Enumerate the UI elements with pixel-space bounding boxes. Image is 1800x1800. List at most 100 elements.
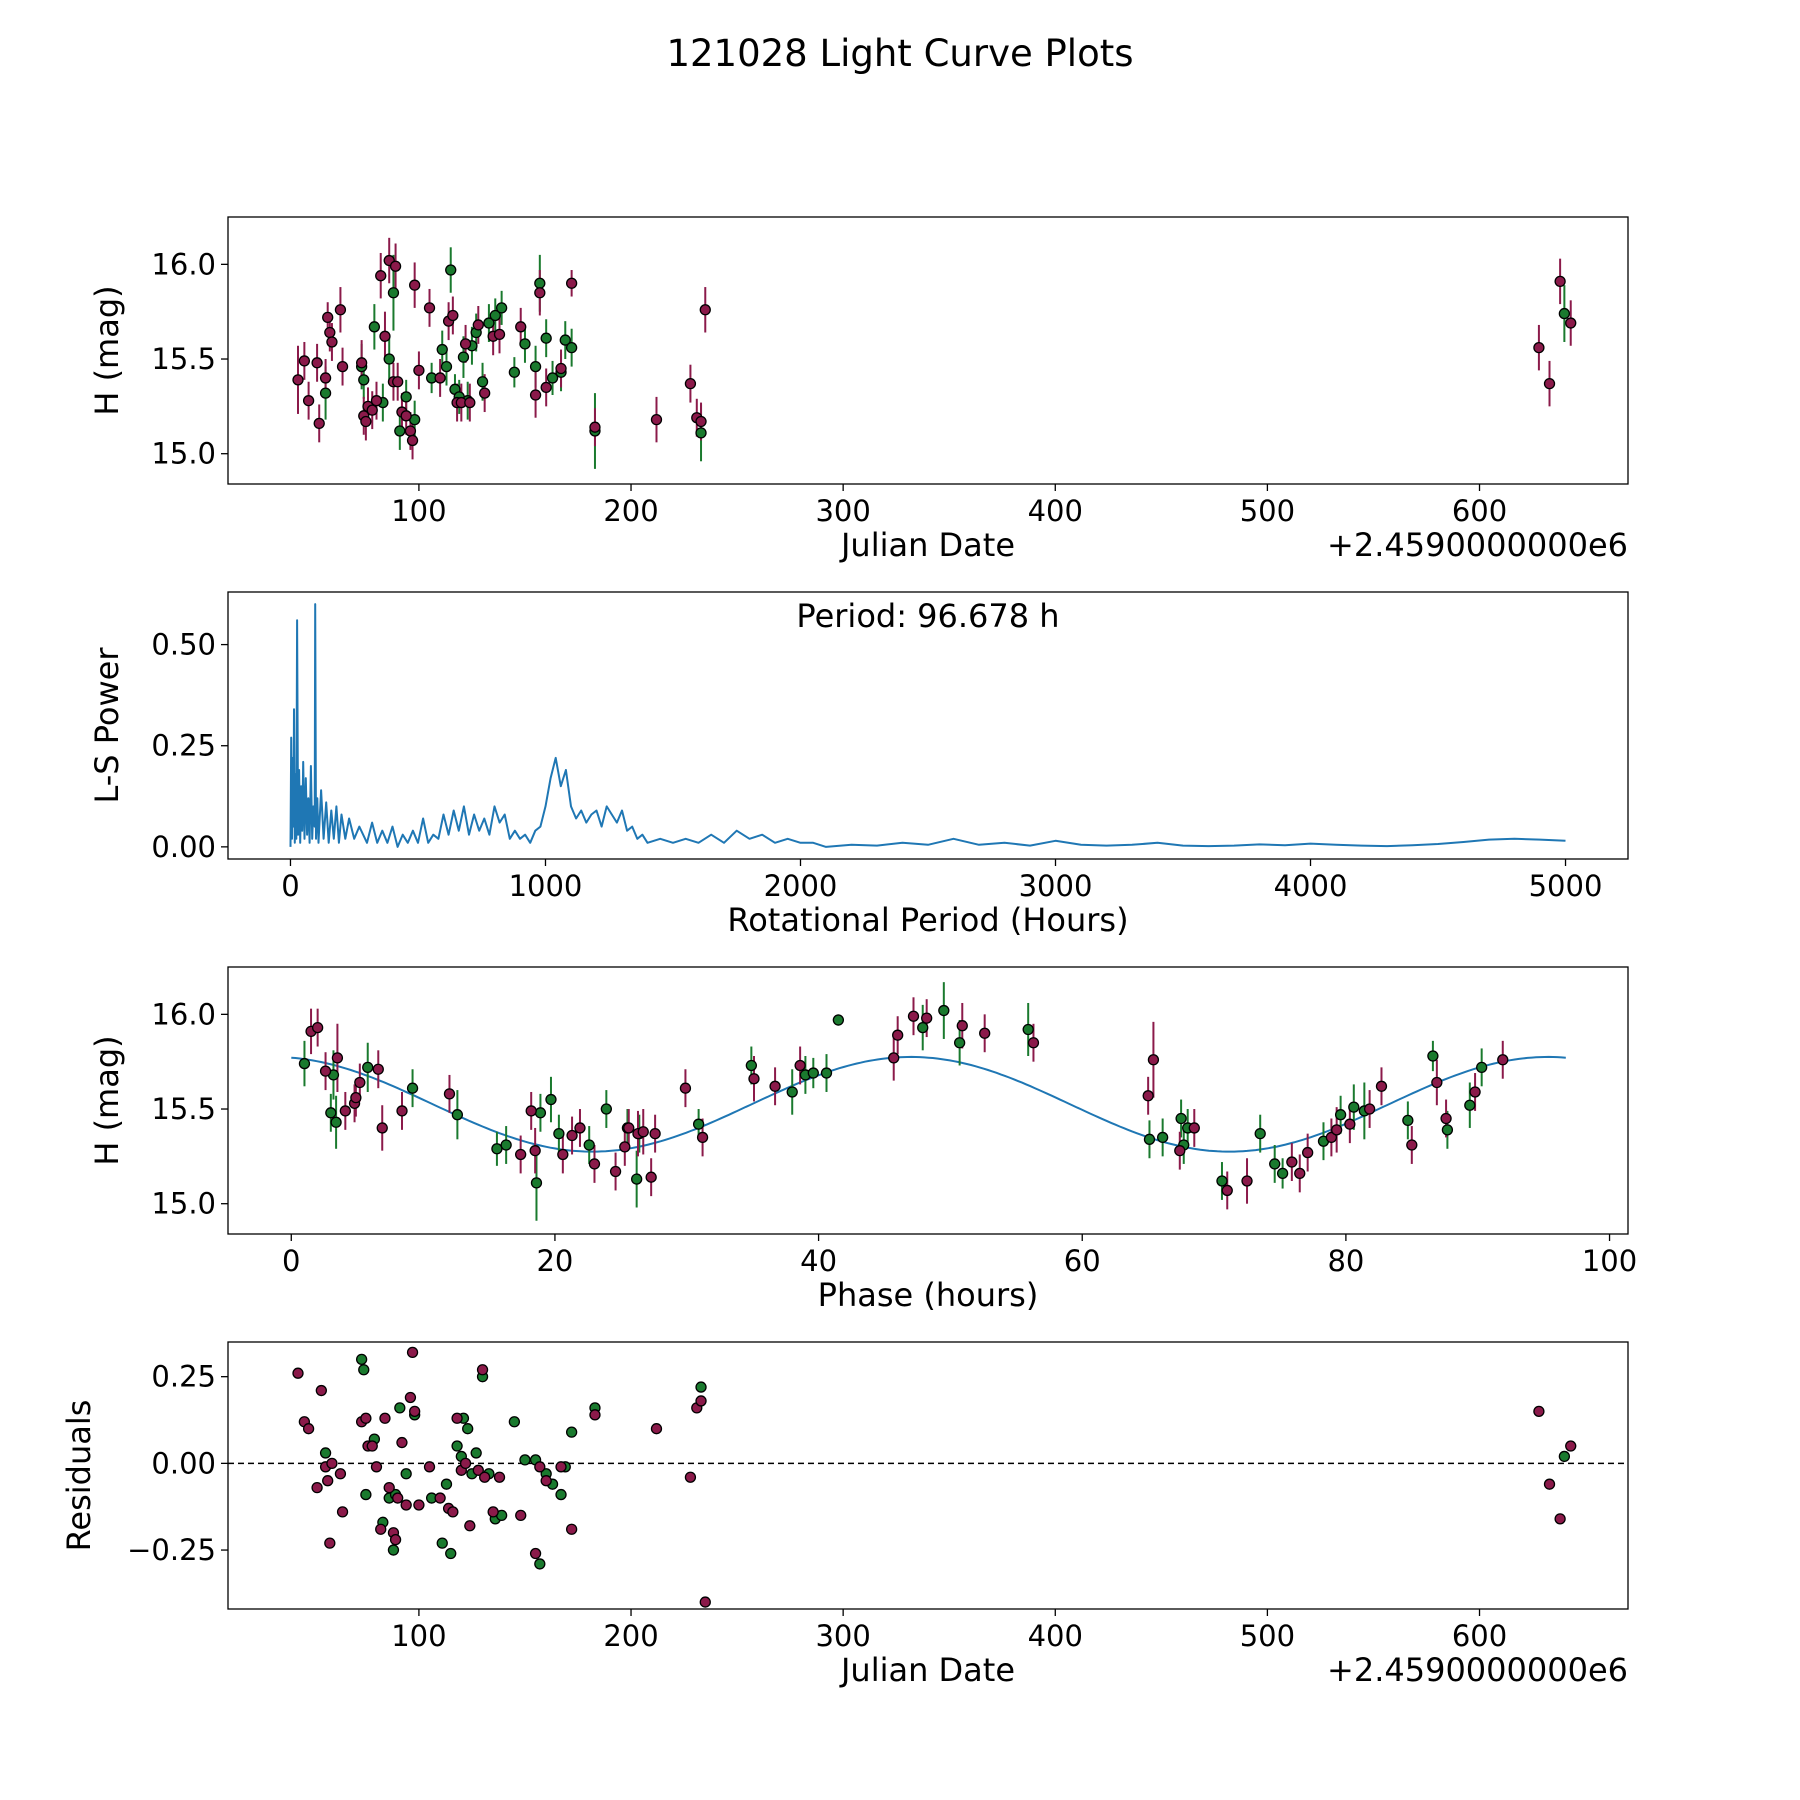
data-point-purple — [1497, 1054, 1509, 1066]
data-point-purple — [695, 415, 707, 428]
data-point-purple — [555, 1461, 567, 1473]
data-point-purple — [1325, 1131, 1338, 1144]
y-tick-label: 0.50 — [151, 628, 216, 662]
period-annotation: Period: 96.678 h — [796, 597, 1059, 635]
data-point-purple — [695, 1395, 707, 1407]
x-axis-label: Rotational Period (Hours) — [727, 901, 1128, 939]
error-bars-green — [303, 982, 1483, 1221]
data-point-purple — [311, 357, 323, 369]
data-point-green — [360, 1488, 372, 1501]
data-point-purple — [375, 1523, 387, 1535]
data-point-green — [298, 1057, 311, 1070]
data-point-green — [495, 302, 508, 314]
data-point-purple — [336, 1506, 349, 1518]
x-tick-label: 400 — [1028, 494, 1083, 528]
data-point-purple — [326, 336, 338, 348]
x-tick-label: 0 — [282, 1244, 300, 1278]
data-point-purple — [366, 404, 378, 416]
x-tick-label: 2000 — [764, 869, 838, 903]
data-point-green — [546, 372, 559, 384]
data-point-purple — [1565, 1440, 1577, 1452]
data-point-green — [1269, 1158, 1281, 1170]
data-point-purple — [372, 1063, 384, 1075]
x-axis-label: Julian Date — [839, 1651, 1015, 1689]
data-point-purple — [324, 1537, 336, 1549]
data-point-purple — [540, 381, 552, 394]
data-point-purple — [360, 415, 372, 428]
data-point-purple — [1406, 1139, 1418, 1151]
data-point-green — [832, 1014, 845, 1026]
data-point-purple — [1221, 1184, 1233, 1197]
data-point-purple — [1331, 1124, 1343, 1136]
data-point-purple — [699, 304, 711, 316]
data-point-green — [820, 1067, 833, 1079]
axes-frame — [227, 216, 1629, 485]
data-point-purple — [404, 1391, 417, 1404]
data-point-purple — [319, 372, 332, 384]
x-tick-label: 100 — [391, 1619, 446, 1653]
y-axis-label: Residuals — [60, 1400, 98, 1552]
data-point-green — [451, 1440, 463, 1452]
error-bars-green — [324, 247, 1566, 469]
data-point-purple — [392, 376, 404, 388]
y-tick-label: 15.0 — [151, 437, 216, 471]
data-point-purple — [679, 1082, 692, 1094]
data-point-purple — [588, 1158, 601, 1170]
data-point-purple — [443, 1088, 456, 1100]
y-tick-label: 16.0 — [151, 247, 216, 281]
data-point-green — [583, 1139, 595, 1151]
data-point-purple — [1302, 1146, 1314, 1159]
data-point-green — [1334, 1109, 1347, 1121]
data-point-purple — [515, 1148, 527, 1161]
data-point-green — [1441, 1124, 1454, 1136]
data-point-green — [745, 1059, 758, 1072]
data-point-green — [807, 1067, 819, 1079]
data-point-green — [436, 1537, 448, 1549]
data-point-purple — [515, 1509, 527, 1522]
data-point-green — [394, 425, 406, 437]
data-point-purple — [396, 1105, 408, 1117]
data-point-purple — [1469, 1086, 1481, 1098]
panel-phased: 0 20 40 60 80 100 15.0 15.5 16.0 Phase (hours) H (… — [88, 966, 1637, 1314]
data-point-green — [534, 1558, 546, 1570]
data-point-purple — [339, 1105, 351, 1117]
data-point-purple — [1363, 1103, 1376, 1115]
data-point-purple — [379, 330, 391, 342]
data-point-green — [406, 1082, 419, 1094]
data-point-purple — [472, 319, 484, 331]
data-point-purple — [413, 1499, 425, 1511]
x-tick-label: 1000 — [509, 869, 583, 903]
points-green — [319, 264, 1571, 439]
data-point-purple — [409, 279, 421, 291]
axes-frame — [227, 966, 1629, 1235]
data-point-purple — [684, 377, 697, 390]
data-point-purple — [392, 1492, 404, 1504]
data-point-green — [559, 334, 571, 346]
data-point-purple — [1533, 1405, 1545, 1418]
y-tick-label: 15.5 — [151, 342, 216, 376]
data-point-purple — [565, 1523, 578, 1535]
data-point-green — [1175, 1112, 1187, 1125]
data-point-purple — [434, 1492, 446, 1504]
data-point-green — [483, 317, 495, 329]
data-point-green — [325, 1107, 337, 1119]
data-point-purple — [396, 1436, 408, 1449]
data-point-purple — [649, 1127, 661, 1140]
data-point-green — [436, 343, 448, 356]
data-point-purple — [487, 1506, 499, 1518]
data-point-purple — [525, 1105, 537, 1117]
data-point-purple — [1174, 1145, 1186, 1157]
data-point-green — [695, 1381, 707, 1393]
data-point-purple — [409, 1405, 421, 1418]
data-point-green — [387, 1544, 400, 1556]
data-point-green — [358, 1364, 370, 1376]
data-point-purple — [302, 1423, 315, 1435]
data-point-green — [1254, 1127, 1266, 1140]
data-point-purple — [769, 1080, 781, 1092]
data-point-purple — [1375, 1080, 1388, 1092]
data-point-green — [387, 287, 400, 299]
x-tick-label: 300 — [815, 494, 870, 528]
data-point-green — [500, 1139, 512, 1151]
data-point-green — [394, 1402, 406, 1414]
